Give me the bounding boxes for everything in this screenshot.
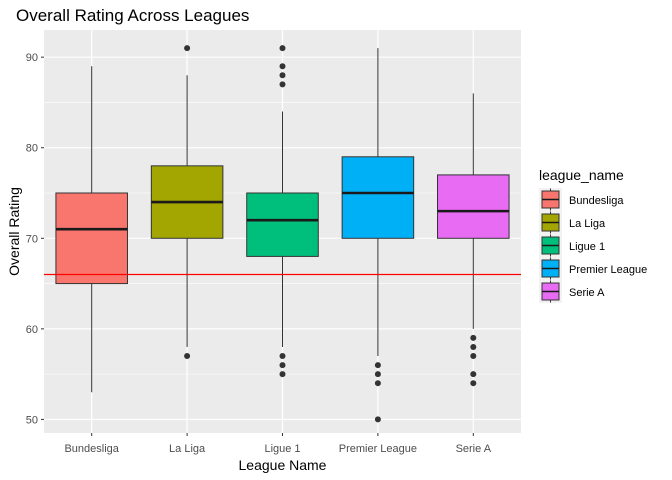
box-iqr [341, 156, 415, 239]
boxplot-ligue-1 [246, 45, 319, 378]
legend-item-serie-a: Serie A [539, 280, 605, 303]
x-tick-label: Ligue 1 [264, 443, 300, 455]
outlier-point [470, 380, 477, 387]
outlier-point [470, 353, 477, 360]
y-axis-ticks: 50 60 70 80 90 [26, 52, 44, 426]
legend-item-bundesliga: Bundesliga [539, 188, 624, 211]
outlier-point [184, 45, 191, 52]
x-tick-label: Bundesliga [64, 443, 119, 455]
outlier-point [279, 72, 286, 79]
y-tick-label: 50 [26, 414, 38, 426]
legend-item-la-liga: La Liga [539, 211, 606, 234]
outlier-point [279, 362, 286, 369]
outlier-point [374, 371, 381, 378]
outlier-point [279, 81, 286, 88]
x-tick-label: La Liga [169, 443, 206, 455]
outlier-point [470, 334, 477, 341]
outlier-point [279, 371, 286, 378]
boxplot-serie-a [437, 93, 510, 387]
y-tick-label: 70 [26, 233, 38, 245]
boxplot-bundesliga [55, 66, 128, 393]
outlier-point [470, 343, 477, 350]
outlier-point [374, 380, 381, 387]
outlier-point [279, 353, 286, 360]
x-tick-label: Serie A [456, 443, 492, 455]
y-tick-label: 60 [26, 324, 38, 336]
legend-label: Premier League [569, 264, 647, 276]
box-iqr [55, 192, 128, 285]
legend-label: Serie A [569, 287, 605, 299]
legend-item-ligue-1: Ligue 1 [539, 234, 605, 257]
box-iqr [437, 174, 510, 239]
y-tick-label: 90 [26, 52, 38, 64]
boxplot-premier-league [341, 48, 415, 423]
x-axis-ticks: Bundesliga La Liga Ligue 1 Premier League Se… [64, 433, 492, 455]
legend: league_name Bundesliga La Liga Ligue 1 Prem… [539, 167, 647, 303]
box-iqr [246, 192, 319, 257]
y-tick-label: 80 [26, 143, 38, 155]
boxplot-la-liga [150, 45, 224, 360]
outlier-point [184, 353, 191, 360]
legend-label: La Liga [569, 218, 606, 230]
x-axis-title: League Name [239, 457, 327, 473]
chart-title: Overall Rating Across Leagues [16, 6, 249, 25]
legend-title: league_name [539, 167, 624, 183]
legend-item-premier-league: Premier League [539, 257, 647, 280]
outlier-point [470, 371, 477, 378]
outlier-point [279, 45, 286, 52]
x-tick-label: Premier League [339, 443, 417, 455]
legend-label: Ligue 1 [569, 241, 605, 253]
legend-label: Bundesliga [569, 195, 624, 207]
outlier-point [374, 416, 381, 423]
y-axis-title: Overall Rating [6, 187, 22, 276]
outlier-point [374, 362, 381, 369]
boxplots [55, 45, 510, 423]
outlier-point [279, 63, 286, 70]
